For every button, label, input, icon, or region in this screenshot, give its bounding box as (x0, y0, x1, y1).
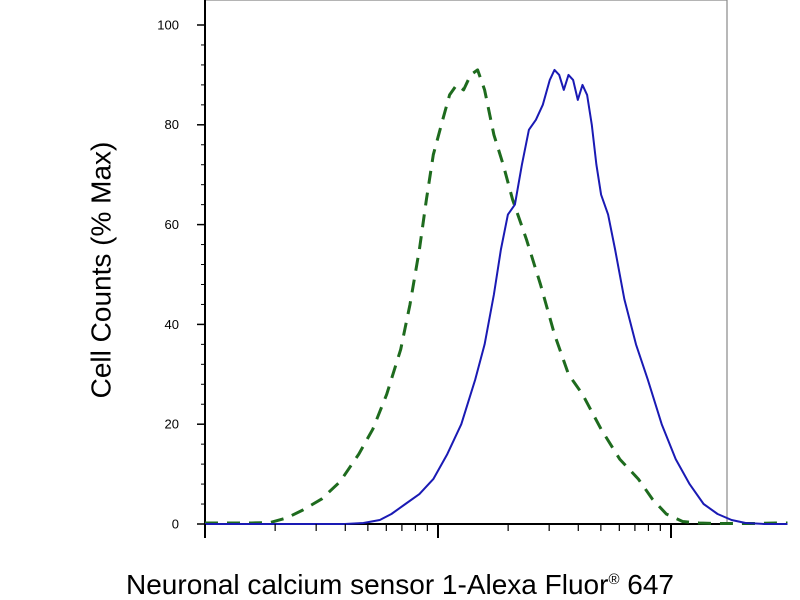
x-axis-label-text: Neuronal calcium sensor 1-Alexa Fluor (126, 569, 608, 600)
plot-border (205, 0, 728, 524)
plot-frame (204, 0, 728, 525)
y-tick-label: 40 (165, 317, 179, 332)
y-tick-label: 20 (165, 417, 179, 432)
x-axis-label-suffix: 647 (620, 569, 675, 600)
y-tick-label: 0 (172, 516, 179, 531)
y-tick-label: 60 (165, 217, 179, 232)
series-layer (205, 68, 788, 525)
series-line-solid (205, 68, 788, 525)
x-axis-label-registered: ® (608, 571, 619, 588)
series-line-dashed (205, 68, 788, 525)
x-axis-label: Neuronal calcium sensor 1-Alexa Fluor® 6… (126, 569, 674, 600)
axis-layer: 0 20 40 60 80 100 (157, 17, 672, 538)
y-axis-label: Cell Counts (% Max) (85, 142, 116, 399)
y-tick-label: 80 (165, 117, 179, 132)
y-tick-label: 100 (157, 17, 179, 32)
